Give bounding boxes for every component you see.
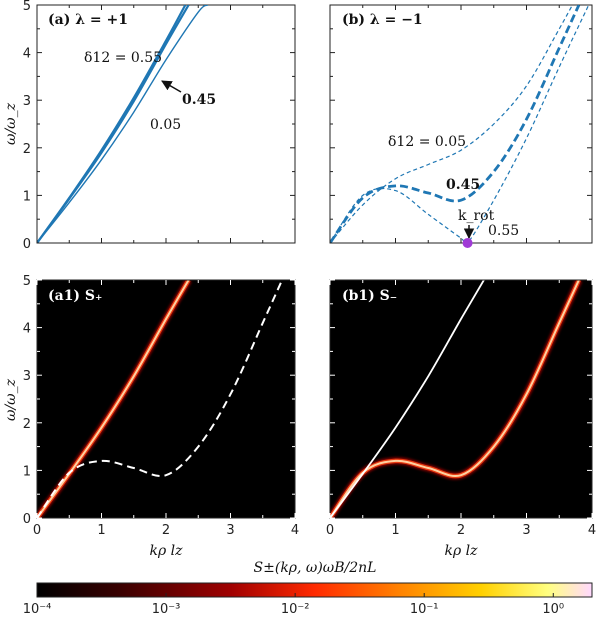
x-tick-label: 4 — [291, 523, 299, 538]
x-tick-label: 1 — [97, 523, 105, 538]
colorbar-tick-label: 10⁻¹ — [410, 602, 439, 617]
x-tick-label: 4 — [588, 523, 596, 538]
panel-b1-ticks: 0 1 2 3 4 — [326, 279, 596, 538]
y-axis-label-bottom: ω/ω_z — [3, 378, 19, 421]
panel-a-annot-mid: 0.45 — [182, 92, 216, 108]
panel-a1-ticks: 0 1 2 3 4 0 1 2 3 4 5 — [23, 274, 299, 538]
panel-b-krot-marker — [462, 238, 473, 248]
colorbar-tick-label: 10⁻³ — [152, 602, 181, 617]
panel-b1-curves — [330, 280, 583, 518]
y-tick-label: 1 — [23, 464, 31, 479]
x-tick-label: 2 — [162, 523, 170, 538]
panel-b-ticks — [329, 4, 593, 244]
x-tick-label: 3 — [522, 523, 530, 538]
panel-a-label: (a) λ = +1 — [48, 12, 128, 28]
colorbar-tick-label: 10⁻² — [281, 602, 310, 617]
panel-a-curves — [37, 5, 209, 243]
y-tick-label: 3 — [23, 94, 31, 109]
colorbar: S±(kρ, ω)ωB/2nL 10⁻⁴ 10⁻³ 10⁻² 10⁻¹ 10⁰ — [23, 560, 593, 617]
x-tick-label: 1 — [391, 523, 399, 538]
x-axis-label-right: kρ lz — [444, 543, 478, 559]
y-tick-label: 4 — [23, 47, 31, 62]
x-axis-label-left: kρ lz — [149, 543, 183, 559]
y-tick-label: 4 — [23, 322, 31, 337]
series-line-0.55 — [330, 5, 590, 243]
series-line-0.45 — [330, 5, 581, 243]
y-tick-label: 0 — [23, 512, 31, 527]
y-tick-label: 5 — [23, 274, 31, 289]
colorbar-gradient — [36, 582, 593, 598]
panel-b-marker-label: k_rot — [458, 208, 495, 224]
panel-b-annot-top: δ12 = 0.05 — [388, 134, 466, 150]
x-tick-label: 0 — [326, 523, 334, 538]
panel-b1-background — [330, 280, 592, 518]
series-line-0.05 — [37, 5, 209, 243]
colorbar-label: S±(kρ, ω)ωB/2nL — [254, 560, 377, 576]
branch-core — [330, 280, 580, 518]
y-tick-label: 1 — [23, 189, 31, 204]
y-tick-label: 0 — [23, 237, 31, 252]
series-line-0.45 — [37, 5, 190, 243]
x-tick-label: 0 — [33, 523, 41, 538]
panel-a-arrow — [161, 80, 182, 93]
panel-b-curves — [330, 5, 590, 243]
branch-core — [37, 280, 190, 518]
series-line-δ12 = 0.05 — [330, 5, 573, 243]
panel-b1-label: (b1) S₋ — [342, 288, 397, 304]
y-axis-label-top: ω/ω_z — [3, 102, 19, 145]
panel-a-ticks: 0 1 2 3 4 5 — [23, 0, 296, 252]
panel-a-annot-bottom: 0.05 — [150, 117, 181, 133]
x-tick-label: 3 — [226, 523, 234, 538]
panel-a: 0 1 2 3 4 5 (a) λ = +1 δ12 = 0.55 0.45 0.05 — [23, 0, 296, 252]
panel-b-annot-bottom: 0.55 — [488, 223, 519, 239]
y-tick-label: 3 — [23, 369, 31, 384]
y-tick-label: 2 — [23, 142, 31, 157]
panel-b: (b) λ = −1 δ12 = 0.05 0.45 0.55 k_rot — [329, 4, 593, 248]
panel-a1-label: (a1) S₊ — [48, 288, 102, 304]
panel-b-frame — [329, 4, 593, 244]
panel-a1: 0 1 2 3 4 0 1 2 3 4 5 (a1) S₊ — [23, 274, 299, 538]
panel-b-label: (b) λ = −1 — [342, 12, 423, 28]
panel-a1-curves — [37, 280, 284, 518]
colorbar-tick-label: 10⁰ — [542, 602, 564, 617]
colorbar-ticks: 10⁻⁴ 10⁻³ 10⁻² 10⁻¹ 10⁰ — [23, 593, 564, 617]
panel-b-annot-mid: 0.45 — [446, 177, 480, 193]
panel-a-annot-top: δ12 = 0.55 — [84, 50, 162, 66]
y-tick-label: 2 — [23, 417, 31, 432]
solid-overlay-line — [330, 280, 485, 518]
y-tick-label: 5 — [23, 0, 31, 14]
dashed-overlay-line — [37, 280, 284, 518]
panel-b1: 0 1 2 3 4 (b1) S₋ — [326, 279, 596, 538]
colorbar-tick-label: 10⁻⁴ — [23, 602, 52, 617]
x-tick-label: 2 — [457, 523, 465, 538]
